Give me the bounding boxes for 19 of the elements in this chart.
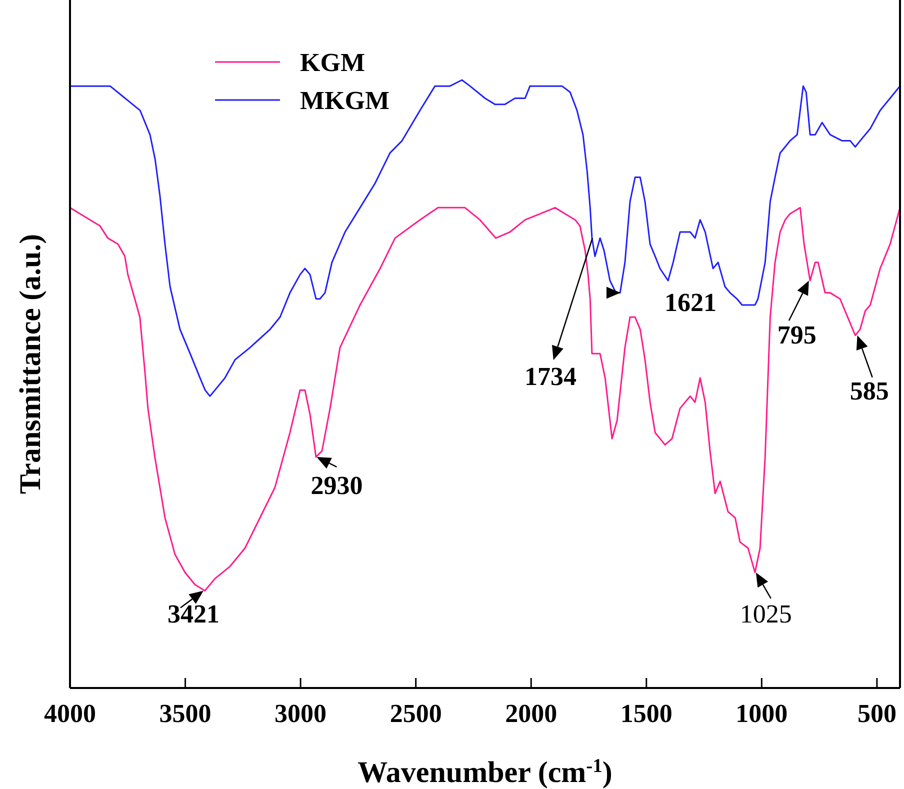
annotation: 1025 — [740, 599, 792, 628]
annotation: 2930 — [310, 470, 363, 500]
x-tick-label: 3000 — [274, 699, 327, 728]
annotation: 1621 — [664, 288, 716, 317]
x-tick-label: 4000 — [44, 699, 96, 728]
x-tick-label: 1000 — [736, 699, 788, 728]
annotation: 3421 — [167, 600, 220, 629]
x-axis-title: Wavenumber (cm$^{-1}$) — [358, 756, 612, 789]
annotation: 1734 — [524, 362, 576, 392]
legend-label: KGM — [300, 48, 365, 77]
y-axis-title: Transmittance (a.u.) — [14, 234, 47, 494]
x-tick-label: 2000 — [505, 699, 558, 728]
x-tick-label: 500 — [857, 699, 896, 728]
x-tick-label: 3500 — [159, 699, 212, 728]
annotation: 795 — [777, 320, 816, 350]
x-tick-label: 2500 — [390, 699, 442, 728]
annotation: 585 — [850, 376, 889, 406]
x-tick-label: 1500 — [620, 699, 672, 728]
legend-label: MKGM — [300, 86, 390, 115]
